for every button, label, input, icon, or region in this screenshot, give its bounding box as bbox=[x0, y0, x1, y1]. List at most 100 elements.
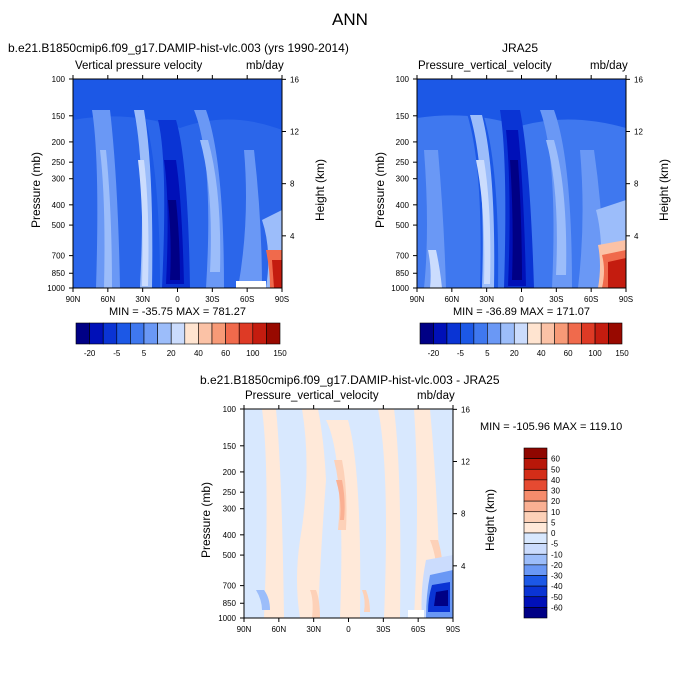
y-tick-label: 300 bbox=[223, 505, 237, 514]
panel-1-title: b.e21.B1850cmip6.f09_g17.DAMIP-hist-vlc.… bbox=[8, 41, 349, 55]
panel-2-subtitle-left: Pressure_vertical_velocity bbox=[418, 60, 552, 72]
colorbar-label: 5 bbox=[551, 518, 556, 527]
y-tick-label: 700 bbox=[223, 582, 237, 591]
x-tick-label: 90N bbox=[237, 625, 252, 634]
y-tick-label: 250 bbox=[52, 158, 66, 167]
colorbar-swatch bbox=[523, 585, 548, 598]
x-tick-label: 30N bbox=[306, 625, 321, 634]
colorbar-label: 40 bbox=[537, 349, 546, 358]
colorbar-swatch bbox=[523, 553, 548, 566]
y-tick-label: 400 bbox=[396, 201, 410, 210]
y2-tick-label: 16 bbox=[290, 75, 299, 84]
x-tick-label: 90S bbox=[275, 295, 289, 304]
y-tick-label: 250 bbox=[396, 158, 410, 167]
y-tick-label: 200 bbox=[223, 468, 237, 477]
colorbar-label: -20 bbox=[551, 561, 563, 570]
panel-3-contours bbox=[244, 409, 453, 618]
colorbar-label: 60 bbox=[221, 349, 230, 358]
colorbar-swatch bbox=[523, 458, 548, 470]
colorbar-label: 40 bbox=[194, 349, 203, 358]
colorbar-label: 20 bbox=[167, 349, 176, 358]
colorbar-label: -20 bbox=[428, 349, 440, 358]
colorbar-swatch bbox=[608, 322, 623, 345]
y2-tick-label: 4 bbox=[461, 562, 466, 571]
x-tick-label: 90S bbox=[446, 625, 460, 634]
colorbar-swatch bbox=[523, 511, 548, 523]
panel-1-stats: MIN = -35.75 MAX = 781.27 bbox=[109, 306, 246, 318]
y2-tick-label: 8 bbox=[634, 180, 639, 189]
colorbar-label: -5 bbox=[113, 349, 121, 358]
colorbar-swatch bbox=[523, 532, 548, 544]
x-tick-label: 90N bbox=[66, 295, 81, 304]
colorbar-label: 60 bbox=[564, 349, 573, 358]
colorbar-label: -20 bbox=[84, 349, 96, 358]
y-tick-label: 200 bbox=[52, 138, 66, 147]
colorbar-swatch bbox=[523, 564, 548, 576]
colorbar-label: -10 bbox=[551, 550, 563, 559]
panel-1-axes: 90N 60N 30N 0 30S 60S 90S 100 150 200 250 300 400 500… bbox=[47, 75, 299, 304]
x-tick-label: 30N bbox=[479, 295, 494, 304]
y-tick-label: 150 bbox=[396, 112, 410, 121]
y-tick-label: 700 bbox=[396, 252, 410, 261]
colorbar-label: 30 bbox=[551, 487, 560, 496]
y-tick-label: 150 bbox=[223, 442, 237, 451]
x-tick-label: 30S bbox=[549, 295, 563, 304]
colorbar-label: 40 bbox=[551, 476, 560, 485]
panel-2-stats: MIN = -36.89 MAX = 171.07 bbox=[453, 306, 590, 318]
y-tick-label: 500 bbox=[52, 221, 66, 230]
panel-2-axes: 90N 60N 30N 0 30S 60S 90S 100 150 200 250 300 400 500… bbox=[391, 75, 643, 304]
y-tick-label: 500 bbox=[223, 551, 237, 560]
colorbar-label: -30 bbox=[551, 572, 563, 581]
panel-2-contours bbox=[417, 79, 626, 288]
x-tick-label: 60N bbox=[444, 295, 459, 304]
colorbar-swatch bbox=[523, 543, 548, 555]
panel-3-axes: 90N 60N 30N 0 30S 60S 90S 100 150 200 250 300 400 500… bbox=[218, 405, 470, 634]
y-tick-label: 300 bbox=[52, 175, 66, 184]
y-tick-label: 850 bbox=[52, 269, 66, 278]
colorbar-label: 150 bbox=[273, 349, 287, 358]
y2-tick-label: 16 bbox=[461, 405, 470, 414]
panel-1-subtitle-right: mb/day bbox=[246, 60, 284, 72]
colorbar-swatch bbox=[523, 522, 548, 534]
colorbar-label: 20 bbox=[510, 349, 519, 358]
panel-1-contours bbox=[73, 79, 282, 288]
panel-1-subtitle-left: Vertical pressure velocity bbox=[75, 60, 203, 72]
y2-tick-label: 16 bbox=[634, 75, 643, 84]
colorbar-label: -40 bbox=[551, 582, 563, 591]
x-tick-label: 60S bbox=[240, 295, 254, 304]
x-tick-label: 90S bbox=[619, 295, 633, 304]
colorbar-label: -5 bbox=[551, 540, 559, 549]
colorbar-label: -60 bbox=[551, 603, 563, 612]
y-tick-label: 1000 bbox=[218, 614, 236, 623]
figure-title: ANN bbox=[332, 10, 368, 29]
colorbar-label: 60 bbox=[551, 455, 560, 464]
y-tick-label: 400 bbox=[223, 531, 237, 540]
colorbar-label: 20 bbox=[551, 497, 560, 506]
y2-tick-label: 8 bbox=[290, 180, 295, 189]
colorbar-swatch bbox=[523, 596, 548, 608]
y-tick-label: 700 bbox=[52, 252, 66, 261]
y-tick-label: 200 bbox=[396, 138, 410, 147]
y-tick-label: 500 bbox=[396, 221, 410, 230]
colorbar-label: 100 bbox=[588, 349, 602, 358]
panel-2-title: JRA25 bbox=[501, 41, 539, 55]
colorbar-label: 0 bbox=[551, 529, 556, 538]
y-tick-label: 100 bbox=[223, 405, 237, 414]
x-tick-label: 0 bbox=[519, 295, 524, 304]
x-tick-label: 60N bbox=[271, 625, 286, 634]
x-tick-label: 30S bbox=[376, 625, 390, 634]
colorbar-swatch bbox=[523, 479, 548, 491]
colorbar-label: 150 bbox=[615, 349, 629, 358]
colorbar-swatch bbox=[266, 322, 281, 345]
colorbar-swatch bbox=[523, 468, 548, 481]
colorbar-swatch bbox=[523, 490, 548, 502]
x-tick-label: 60S bbox=[584, 295, 598, 304]
y2-tick-label: 4 bbox=[634, 232, 639, 241]
x-tick-label: 60S bbox=[411, 625, 425, 634]
y-tick-label: 300 bbox=[396, 175, 410, 184]
colorbar-swatch bbox=[523, 500, 548, 513]
colorbar-swatch bbox=[523, 447, 548, 459]
